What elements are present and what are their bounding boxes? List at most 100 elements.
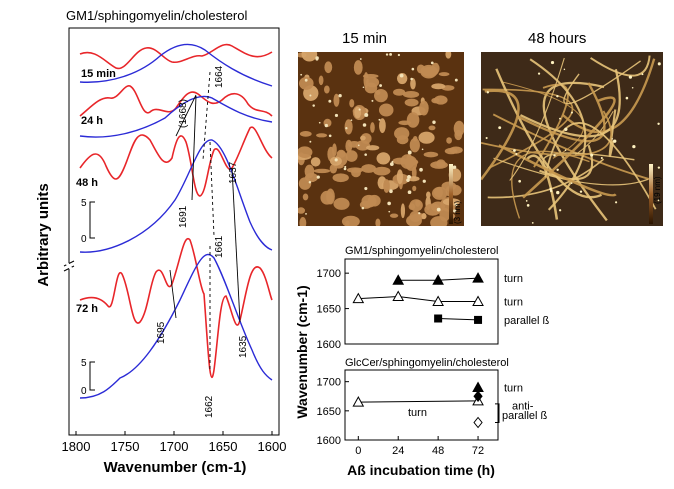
afm-domain	[360, 135, 366, 141]
afm-bright-spot	[411, 67, 415, 71]
series-label: turn	[504, 273, 523, 285]
peak-guide-line	[175, 94, 197, 137]
trace-72h-fit	[79, 253, 273, 399]
afm-colorbar-2	[649, 164, 653, 224]
x-tick-label: 1700	[160, 439, 189, 454]
afm-domain	[313, 168, 331, 174]
afm-domain	[298, 207, 306, 214]
afm-bright-spot	[430, 61, 434, 65]
afm-bright-spot	[556, 168, 559, 171]
afm-bright-spot	[309, 140, 312, 143]
afm-bright-spot	[378, 118, 381, 121]
afm-bright-spot	[334, 113, 339, 118]
data-point	[472, 272, 484, 283]
afm-bright-spot	[345, 127, 348, 130]
afm-bright-spot	[304, 78, 308, 82]
afm-bright-spot	[600, 157, 603, 160]
x-tick-label: 72	[472, 445, 484, 457]
peak-label: 1662	[204, 395, 215, 418]
trace-15min-measured	[79, 43, 273, 70]
afm-title-15min: 15 min	[342, 30, 388, 47]
afm-domain	[361, 194, 377, 208]
afm-domain	[301, 52, 318, 62]
afm-bright-spot	[485, 136, 488, 140]
afm-domain	[366, 145, 380, 151]
afm-fibril	[562, 58, 656, 134]
trace-48h-measured	[79, 126, 273, 197]
afm-domain	[431, 62, 440, 75]
afm-domain	[329, 163, 338, 174]
afm-bright-spot	[657, 199, 660, 202]
afm-bright-spot	[590, 153, 594, 157]
afm-domain	[379, 118, 386, 134]
afm-bright-spot	[362, 123, 367, 127]
annotation: parallel ß	[502, 410, 548, 422]
peak-label: 1664	[214, 65, 225, 88]
chart-xlabel: Aß incubation time (h)	[347, 462, 495, 478]
afm-bright-spot	[531, 222, 534, 224]
afm-bright-spot	[454, 78, 458, 82]
afm-domain	[370, 122, 375, 133]
ir-ylabel: Arbitrary units	[35, 183, 52, 286]
x-tick-label: 1800	[62, 439, 91, 454]
afm-domain	[436, 186, 443, 198]
afm-bright-spot	[549, 187, 552, 191]
afm-domain	[389, 213, 399, 218]
afm-bright-spot	[300, 73, 303, 76]
afm-domain	[393, 88, 406, 96]
afm-bright-spot	[564, 127, 568, 131]
afm-domain	[400, 203, 406, 219]
afm-bright-spot	[350, 119, 353, 121]
trace-15min-fit	[79, 43, 273, 87]
afm-bright-spot	[657, 122, 660, 125]
peak-guide-line	[231, 167, 241, 323]
afm-fibril	[590, 55, 651, 77]
afm-bright-spot	[558, 209, 562, 212]
afm-bright-spot	[343, 167, 347, 171]
afm-bright-spot	[564, 149, 567, 151]
afm-bright-spot	[357, 144, 360, 147]
left-panel-title: GM1/sphingomyelin/cholesterol	[66, 8, 248, 23]
afm-bright-spot	[334, 158, 338, 162]
afm-bright-spot	[399, 73, 404, 78]
x-tick-label: 1750	[111, 439, 140, 454]
x-tick-label: 1600	[258, 439, 287, 454]
afm-domain	[304, 172, 318, 183]
afm-bright-spot	[318, 121, 321, 124]
afm-bright-spot	[358, 108, 361, 111]
afm-bright-spot	[518, 179, 521, 183]
afm-bright-spot	[389, 189, 393, 194]
data-point	[392, 290, 405, 302]
data-point	[472, 381, 484, 392]
afm-bright-spot	[563, 68, 566, 71]
afm-domain	[430, 161, 448, 169]
afm-bright-spot	[486, 91, 490, 94]
afm-fibril	[529, 58, 587, 211]
afm-bright-spot	[389, 162, 394, 167]
peak-label: 1635	[238, 335, 249, 358]
afm-fibril	[533, 83, 569, 168]
afm-bright-spot	[570, 111, 573, 114]
afm-domain	[396, 169, 404, 185]
afm-bright-spot	[631, 87, 634, 89]
afm-domain	[298, 146, 313, 158]
afm-domain	[421, 213, 427, 220]
afm-bright-spot	[657, 166, 661, 169]
x-tick-label: 24	[392, 445, 404, 457]
afm-fibril	[498, 144, 617, 197]
afm-image-48h: (19 nm)	[481, 52, 663, 226]
data-point	[472, 295, 484, 306]
afm-domain	[299, 76, 314, 90]
afm-domain	[373, 166, 391, 176]
afm-domain	[310, 157, 321, 167]
afm-fibril	[493, 157, 649, 186]
y-tick-label: 1600	[317, 339, 341, 351]
afm-bright-spot	[537, 72, 541, 75]
afm-bright-spot	[632, 144, 636, 149]
afm-domain	[364, 82, 378, 94]
trace-label: 48 h	[76, 177, 98, 189]
afm-bright-spot	[364, 112, 369, 117]
data-point	[432, 274, 444, 285]
afm-bright-spot	[422, 179, 426, 183]
afm-bright-spot	[657, 62, 661, 66]
